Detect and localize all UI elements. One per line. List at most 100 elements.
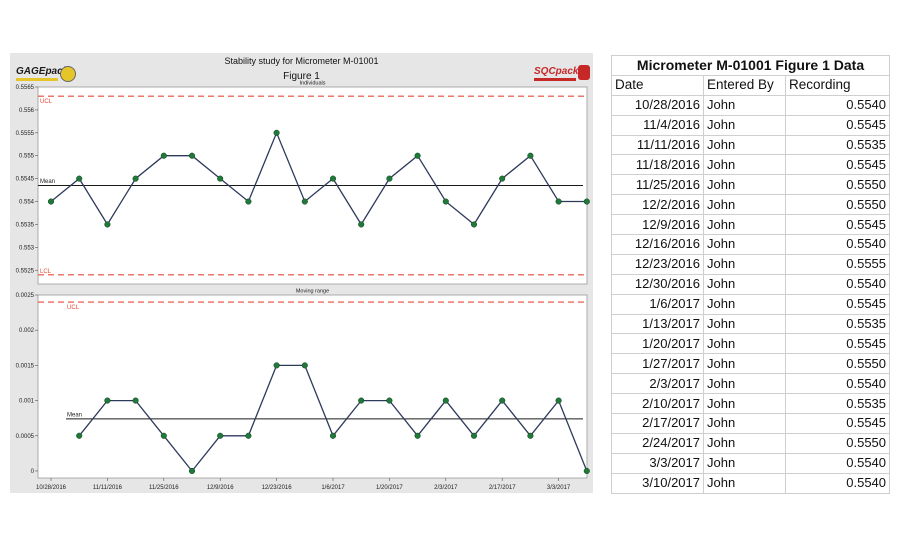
cell-date: 12/30/2016 [611, 273, 704, 295]
moving-range-data-point [245, 432, 252, 439]
gagepack-logo-icon [60, 66, 76, 82]
individuals-y-tick-label: 0.554 [19, 200, 35, 206]
cell-date: 10/28/2016 [611, 94, 704, 116]
cell-recording: 0.5535 [784, 393, 891, 415]
cell-entered-by: John [703, 452, 786, 474]
table-row: 12/16/2016 John 0.5540 [611, 234, 891, 255]
moving-range-data-point [217, 432, 224, 439]
cell-entered-by: John [703, 353, 786, 375]
table-row: 11/4/2016 John 0.5545 [611, 114, 891, 136]
cell-entered-by: John [703, 234, 786, 255]
cell-recording: 0.5545 [784, 333, 891, 355]
individuals-data-point [47, 198, 55, 205]
individuals-y-tick-label: 0.5535 [16, 222, 35, 228]
gagepack-logo-text: GAGEpack [16, 66, 69, 77]
table-row: 12/2/2016 John 0.5550 [611, 194, 891, 216]
cell-entered-by: John [703, 293, 786, 315]
moving-range-mean-label: Mean [67, 412, 82, 418]
cell-entered-by: John [703, 273, 786, 295]
cell-date: 11/18/2016 [611, 154, 704, 176]
cell-date: 3/3/2017 [611, 452, 704, 474]
individuals-data-point [104, 221, 111, 228]
cell-date: 11/11/2016 [611, 134, 704, 156]
moving-range-data-point [555, 397, 562, 404]
sqcpack-logo-stripe [534, 78, 576, 81]
individuals-data-point [442, 198, 449, 205]
cell-date: 12/9/2016 [611, 214, 704, 236]
chart-title: Stability study for Micrometer M-01001 [224, 56, 379, 66]
table-row: 10/28/2016 John 0.5540 [611, 94, 891, 116]
cell-date: 3/10/2017 [611, 472, 704, 494]
data-table: Micrometer M-01001 Figure 1 Data Date En… [610, 55, 891, 494]
cell-recording: 0.5540 [784, 472, 891, 494]
cell-entered-by: John [703, 214, 786, 236]
individuals-mean-label: Mean [40, 179, 55, 185]
sqcpack-logo-text: SQCpack [534, 66, 579, 77]
individuals-data-point [245, 198, 252, 205]
cell-date: 11/25/2016 [611, 174, 704, 196]
cell-entered-by: John [703, 94, 786, 116]
moving-range-y-tick-label: 0.002 [19, 328, 35, 334]
individuals-y-tick-label: 0.5545 [16, 177, 35, 183]
moving-range-y-tick-label: 0.001 [19, 399, 35, 405]
moving-range-y-tick-label: 0.0005 [16, 434, 35, 440]
control-chart-panel: GAGEpack Stability study for Micrometer … [10, 53, 593, 493]
moving-range-y-tick-label: 0.0025 [16, 293, 35, 299]
table-row: 2/17/2017 John 0.5545 [611, 413, 891, 434]
column-header-entered-by: Entered By [703, 74, 786, 96]
x-tick-label: 12/9/2016 [207, 485, 234, 491]
column-header-date: Date [611, 74, 704, 96]
individuals-data-point [217, 175, 224, 182]
cell-date: 12/16/2016 [611, 234, 704, 255]
individuals-data-point [132, 175, 139, 182]
column-header-recording: Recording [784, 74, 891, 96]
individuals-data-point [414, 152, 421, 159]
cell-date: 1/20/2017 [611, 333, 704, 355]
individuals-data-point [499, 175, 506, 182]
sqcpack-logo: SQCpack [534, 65, 592, 82]
cell-entered-by: John [703, 114, 786, 136]
cell-date: 1/27/2017 [611, 353, 704, 375]
cell-date: 1/6/2017 [611, 293, 704, 315]
cell-entered-by: John [703, 313, 786, 335]
x-tick-label: 1/20/2017 [376, 485, 403, 491]
x-tick-label: 3/3/2017 [547, 485, 571, 491]
gagepack-logo: GAGEpack [16, 66, 76, 82]
cell-recording: 0.5550 [784, 432, 891, 454]
individuals-data-point [358, 221, 365, 228]
cell-entered-by: John [703, 154, 786, 176]
cell-recording: 0.5540 [784, 452, 891, 474]
moving-range-data-point [301, 362, 308, 369]
individuals-data-point [555, 198, 562, 205]
individuals-y-tick-label: 0.556 [19, 108, 35, 114]
table-row: 2/24/2017 John 0.5550 [611, 432, 891, 454]
table-row: 12/30/2016 John 0.5540 [611, 273, 891, 295]
control-chart-svg: Individuals 0.5525 0.553 0.5535 0.554 0.5545 0… [16, 81, 590, 491]
moving-range-data-point [160, 432, 167, 439]
cell-recording: 0.5545 [784, 154, 891, 176]
individuals-data-point [470, 221, 478, 228]
moving-range-y-tick-label: 0.0015 [16, 363, 35, 369]
table-row: 1/13/2017 John 0.5535 [611, 313, 891, 335]
moving-range-panel-label: Moving range [296, 289, 329, 295]
cell-entered-by: John [703, 393, 786, 415]
cell-entered-by: John [703, 413, 786, 434]
cell-entered-by: John [703, 373, 786, 395]
table-row: 2/10/2017 John 0.5535 [611, 393, 891, 415]
sqcpack-logo-icon [578, 65, 590, 80]
cell-entered-by: John [703, 194, 786, 216]
individuals-y-tick-label: 0.5525 [16, 268, 35, 274]
table-row: 12/23/2016 John 0.5555 [611, 253, 891, 275]
cell-recording: 0.5540 [784, 234, 891, 255]
individuals-lcl-label: LCL [40, 269, 52, 275]
individuals-data-point [583, 198, 590, 205]
x-tick-label: 12/23/2016 [262, 485, 293, 491]
cell-recording: 0.5535 [784, 134, 891, 156]
data-table-panel: Micrometer M-01001 Figure 1 Data Date En… [610, 55, 891, 494]
individuals-data-point [329, 175, 337, 182]
cell-recording: 0.5545 [784, 293, 891, 315]
table-row: 1/6/2017 John 0.5545 [611, 293, 891, 315]
table-title: Micrometer M-01001 Figure 1 Data [610, 55, 891, 76]
cell-entered-by: John [703, 174, 786, 196]
individuals-ucl-label: UCL [40, 99, 53, 105]
